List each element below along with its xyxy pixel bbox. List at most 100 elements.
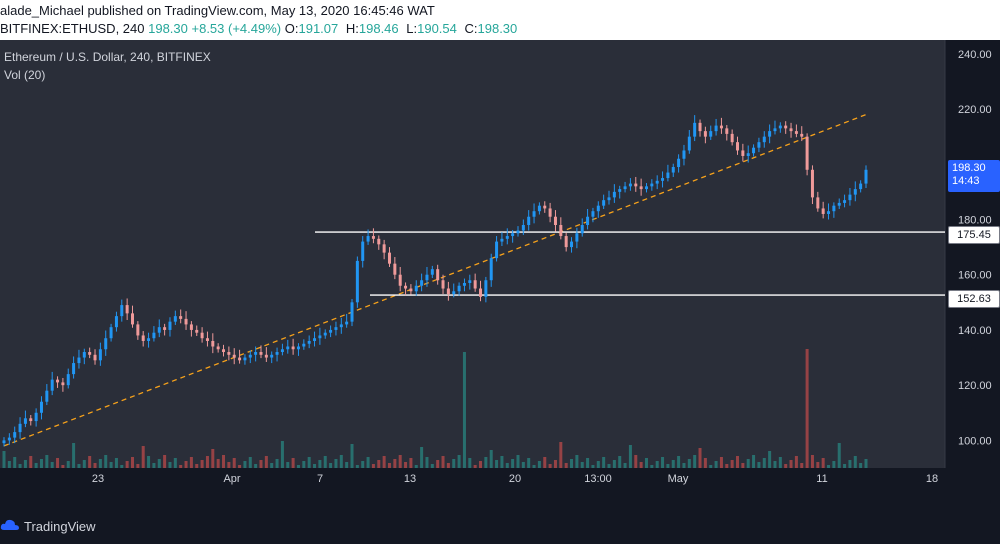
tradingview-brand: TradingView — [24, 519, 96, 534]
candle-body — [323, 332, 327, 336]
volume-bar — [50, 462, 54, 468]
candle-body — [232, 354, 236, 358]
candle-body — [736, 142, 740, 151]
candle-body — [307, 340, 311, 344]
volume-bar — [489, 450, 493, 468]
volume-bar — [714, 461, 718, 468]
volume-bar — [13, 457, 17, 468]
volume-bar — [671, 460, 675, 468]
volume-bar — [318, 460, 322, 468]
candle-body — [607, 197, 611, 201]
volume-bar — [243, 461, 247, 468]
legend-title: Ethereum / U.S. Dollar, 240, BITFINEX — [4, 50, 211, 64]
volume-bar — [810, 455, 814, 468]
volume-bar — [800, 463, 804, 468]
chart-pane[interactable]: 240.00220.00200.00180.00160.00140.00120.… — [0, 40, 1000, 488]
volume-bar — [484, 457, 488, 468]
candle-body — [628, 183, 632, 187]
time-axis[interactable] — [0, 468, 1000, 488]
volume-bar — [746, 459, 750, 468]
candle-body — [623, 186, 627, 190]
candle-body — [827, 211, 831, 214]
volume-bar — [762, 458, 766, 468]
candle-body — [318, 335, 322, 339]
candle-body — [275, 352, 279, 355]
volume-bar — [537, 461, 541, 468]
volume-bar — [602, 457, 606, 468]
volume-bar — [473, 465, 477, 468]
volume-bar — [163, 455, 167, 468]
volume-bar — [34, 463, 38, 468]
tradingview-logo[interactable]: TradingView — [0, 517, 96, 536]
volume-bar — [136, 464, 140, 468]
volume-bar — [275, 459, 279, 468]
candle-body — [82, 352, 86, 358]
candle-body — [687, 136, 691, 151]
volume-bar — [864, 459, 868, 468]
candle-body — [414, 285, 418, 292]
price-tick-label: 160.00 — [958, 270, 992, 282]
candle-body — [596, 205, 600, 212]
price-axis[interactable] — [945, 40, 1000, 488]
volume-bar — [334, 459, 338, 468]
candle-body — [168, 321, 172, 330]
candle-body — [805, 136, 809, 170]
volume-bar — [821, 458, 825, 468]
volume-bar — [634, 455, 638, 468]
volume-bar — [211, 449, 215, 468]
candle-body — [114, 316, 118, 328]
volume-bar — [184, 461, 188, 468]
volume-bar — [29, 456, 33, 468]
price-tick-label: 240.00 — [958, 49, 992, 61]
volume-bar — [816, 462, 820, 468]
candle-body — [784, 125, 788, 129]
volume-bar — [859, 463, 863, 468]
volume-bar — [216, 459, 220, 468]
candle-body — [778, 125, 782, 129]
volume-bar — [623, 463, 627, 468]
volume-bar — [409, 458, 413, 468]
publish-info: alade_Michael published on TradingView.c… — [0, 3, 435, 18]
candle-body — [644, 186, 648, 190]
candle-body — [23, 418, 27, 424]
volume-bar — [125, 461, 129, 468]
chart-legend: Ethereum / U.S. Dollar, 240, BITFINEX Vo… — [4, 50, 211, 86]
candle-body — [29, 418, 33, 422]
price-change: +8.53 (+4.49%) — [191, 21, 282, 36]
candle-body — [730, 133, 734, 143]
candle-body — [746, 153, 750, 156]
volume-bar — [195, 464, 199, 468]
candle-body — [837, 202, 841, 206]
current-price-tag: 198.30 14:43 — [948, 160, 1000, 192]
candle-body — [810, 169, 814, 198]
candle-body — [136, 324, 140, 336]
candle-body — [254, 352, 258, 355]
volume-bar — [570, 459, 574, 468]
candle-body — [757, 142, 761, 148]
volume-bar — [205, 456, 209, 468]
volume-bar — [521, 462, 525, 468]
price-chart[interactable]: 240.00220.00200.00180.00160.00140.00120.… — [0, 40, 1000, 488]
volume-bar — [666, 464, 670, 468]
time-tick-label: 13:00 — [584, 473, 612, 485]
volume-bar — [495, 460, 499, 468]
volume-bar — [77, 464, 81, 468]
volume-bar — [559, 442, 563, 468]
volume-bar — [527, 458, 531, 468]
volume-bar — [543, 457, 547, 468]
candle-body — [452, 291, 456, 295]
volume-bar — [141, 446, 145, 468]
volume-bar — [457, 455, 461, 468]
candle-body — [393, 263, 397, 275]
candle-body — [18, 423, 22, 433]
trendline[interactable] — [3, 113, 867, 447]
volume-bar — [307, 457, 311, 468]
volume-bar — [98, 459, 102, 468]
volume-bar — [843, 464, 847, 468]
volume-bar — [377, 460, 381, 468]
candle-body — [719, 125, 723, 129]
volume-bar — [773, 461, 777, 468]
volume-bar — [682, 463, 686, 468]
candle-body — [580, 225, 584, 234]
candle-body — [409, 288, 413, 292]
